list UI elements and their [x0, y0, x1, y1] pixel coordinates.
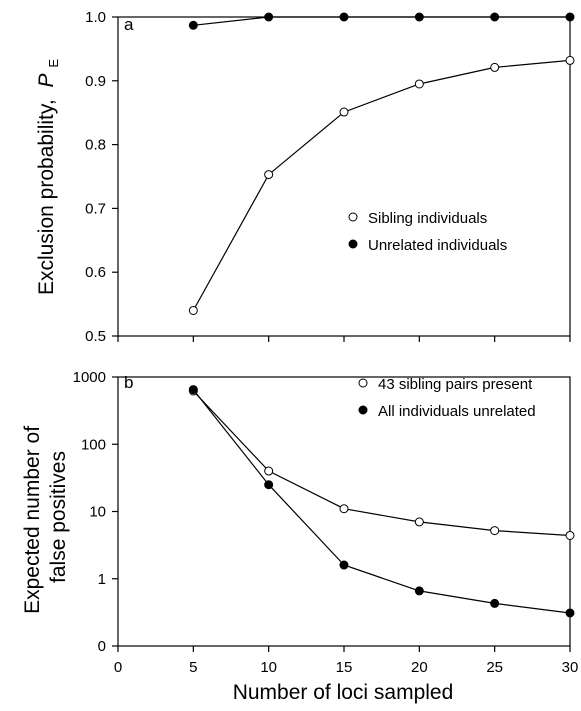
panel-b-legend-label-sibling-pairs: 43 sibling pairs present [378, 376, 533, 393]
panel-b-series-1-point [339, 504, 349, 514]
panel-b-y-ticks: 0 1 10 100 1000 [73, 369, 118, 655]
panel-b-series-2-point [565, 608, 575, 618]
panel-b-y-tick-label: 100 [81, 436, 106, 453]
panel-a-legend-marker-sibling [348, 212, 358, 222]
panel-b-y-tick-label: 0 [98, 638, 106, 655]
panel-a-series-1-line [192, 59, 571, 311]
panel-a-y-tick-label: 1.0 [85, 9, 106, 26]
panel-b-series-lines [192, 389, 571, 614]
panel-b-legend-marker-sibling-pairs [358, 378, 368, 388]
panel-b-legend: 43 sibling pairs present All individuals… [358, 376, 536, 420]
panel-a-series-2-point [490, 12, 500, 22]
panel-a-series-2-point [339, 12, 349, 22]
panel-a-legend-label-sibling: Sibling individuals [368, 210, 487, 227]
panel-a-series-2-point [414, 12, 424, 22]
panel-a-y-tick-label: 0.6 [85, 264, 106, 281]
panel-a-series-1-point [188, 305, 198, 315]
panel-b-series-1-point [490, 526, 500, 536]
panel-b-series-1-point [264, 466, 274, 476]
panel-a-series-2-line [193, 16, 570, 26]
panel-b-series-2-point [490, 598, 500, 608]
panel-a-plot-frame [117, 16, 571, 337]
panel-a-y-axis-title-subscript: E [46, 59, 61, 68]
panel-a-series-1-point [490, 62, 500, 72]
panel-b-letter: b [124, 373, 133, 392]
x-tick-label: 25 [486, 659, 503, 676]
panel-b-series-2-point [414, 586, 424, 596]
panel-b-y-axis-title-line-1: Expected number of [21, 426, 44, 614]
panel-b: 0 1 10 100 1000 0 5 10 15 20 25 30 b Expected numb… [21, 369, 578, 704]
panel-a-y-axis-title-text: Exclusion probability, [35, 99, 58, 295]
panel-a-data-points [188, 12, 575, 315]
x-axis-title: Number of loci sampled [233, 681, 454, 704]
panel-b-series-1-line [192, 390, 571, 537]
x-tick-label: 20 [411, 659, 428, 676]
x-tick-label: 10 [260, 659, 277, 676]
panel-a-series-lines [192, 16, 571, 311]
panel-a-letter: a [124, 15, 134, 34]
panel-a-series-1-point [414, 79, 424, 89]
panel-a-series-2-point [565, 12, 575, 22]
panel-a-legend-label-unrelated: Unrelated individuals [368, 237, 507, 254]
panel-b-series-1-point [414, 517, 424, 527]
x-tick-label: 30 [562, 659, 579, 676]
panel-a-series-1-point [565, 55, 575, 65]
panel-a-y-tick-label: 0.9 [85, 73, 106, 90]
panel-a-series-1-point [339, 107, 349, 117]
panel-a-legend: Sibling individuals Unrelated individual… [348, 210, 507, 254]
panel-a-series-2-point [264, 12, 274, 22]
panel-b-y-tick-label: 1 [98, 571, 106, 588]
panel-a-y-ticks: 0.5 0.6 0.7 0.8 0.9 1.0 [85, 9, 118, 345]
panel-b-legend-marker-unrelated [358, 405, 368, 415]
panel-b-y-axis-title-line-2: false positives [47, 451, 70, 583]
panel-b-legend-label-unrelated: All individuals unrelated [378, 403, 536, 420]
panel-a-series-1-point [264, 170, 274, 180]
x-tick-label: 15 [336, 659, 353, 676]
panel-a-y-tick-label: 0.8 [85, 137, 106, 154]
panel-b-data-points [188, 385, 575, 618]
panel-b-series-1-point [565, 530, 575, 540]
panel-a-y-axis-title: Exclusion probability, P E [35, 59, 61, 295]
panel-a-y-tick-label: 0.7 [85, 200, 106, 217]
panel-b-y-tick-label: 10 [89, 504, 106, 521]
x-tick-label: 5 [189, 659, 197, 676]
panel-a-series-2-point [188, 20, 198, 30]
panel-b-series-2-line [192, 389, 571, 614]
x-tick-label: 0 [114, 659, 122, 676]
panel-a: 0.5 0.6 0.7 0.8 0.9 1.0 a Exclusion probabili… [35, 9, 575, 345]
panel-b-y-tick-label: 1000 [73, 369, 106, 386]
panel-a-y-tick-label: 0.5 [85, 328, 106, 345]
panel-b-y-axis-title: Expected number of false positives [21, 420, 70, 614]
panel-a-y-axis-title-symbol: P [35, 73, 58, 87]
panel-a-axes [117, 16, 571, 342]
panel-a-legend-marker-unrelated [348, 239, 358, 249]
panel-b-series-2-point [339, 560, 349, 570]
panel-b-series-2-point [188, 385, 198, 395]
panel-b-x-ticks: 0 5 10 15 20 25 30 [114, 646, 579, 676]
panel-b-series-2-point [264, 480, 274, 490]
